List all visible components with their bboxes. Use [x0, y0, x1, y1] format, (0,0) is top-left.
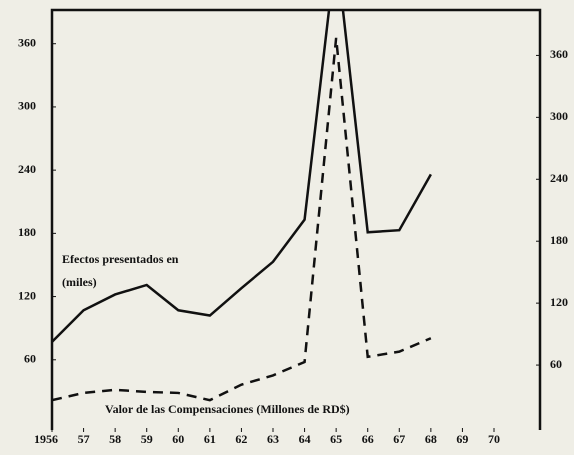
- x-tick-label: 63: [267, 432, 279, 446]
- y-tick-label: 60: [24, 352, 36, 366]
- x-tick-label: 67: [393, 432, 405, 446]
- y-tick-label: 180: [18, 225, 36, 239]
- y2-tick-label: 360: [550, 47, 568, 61]
- x-tick-label: 68: [425, 432, 437, 446]
- y-tick-label: 120: [18, 288, 36, 302]
- y2-tick-label: 300: [550, 109, 568, 123]
- y2-tick-label: 180: [550, 233, 568, 247]
- x-tick-label: 60: [172, 432, 184, 446]
- x-tick-label: 1956: [34, 432, 58, 446]
- y-tick-label: 240: [18, 162, 36, 176]
- y-tick-label: 300: [18, 99, 36, 113]
- y2-tick-label: 240: [550, 171, 568, 185]
- x-tick-label: 57: [78, 432, 90, 446]
- x-tick-label: 59: [141, 432, 153, 446]
- x-tick-label: 62: [235, 432, 247, 446]
- x-tick-label: 61: [204, 432, 216, 446]
- annotation: Valor de las Compensaciones (Millones de…: [105, 402, 350, 416]
- series-line: [52, 10, 432, 343]
- y2-tick-label: 60: [550, 357, 562, 371]
- x-tick-label: 70: [488, 432, 500, 446]
- x-tick-label: 66: [362, 432, 374, 446]
- frame: [50, 8, 542, 430]
- annotation: Efectos presentados en: [62, 252, 179, 266]
- x-tick-label: 69: [456, 432, 468, 446]
- x-tick-label: 58: [109, 432, 121, 446]
- y-tick-label: 360: [18, 35, 36, 49]
- annotation: (miles): [62, 275, 97, 289]
- x-tick-label: 64: [299, 432, 311, 446]
- series-line: [52, 37, 432, 402]
- y2-tick-label: 120: [550, 295, 568, 309]
- x-tick-label: 65: [330, 432, 342, 446]
